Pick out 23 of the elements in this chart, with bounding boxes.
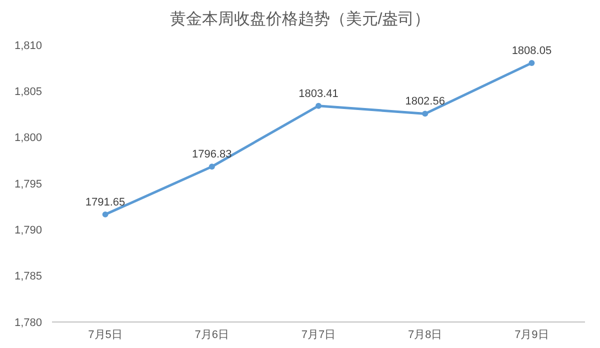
x-tick-label: 7月8日: [408, 329, 442, 341]
x-tick-label: 7月6日: [194, 329, 230, 341]
y-tick-label: 1,790: [14, 224, 42, 237]
y-tick-label: 1,785: [14, 270, 42, 283]
chart-title: 黄金本周收盘价格趋势（美元/盎司）: [170, 10, 430, 28]
point: [422, 110, 428, 117]
y-tick-label: 1,780: [14, 316, 42, 329]
y-tick-label: 1,800: [14, 132, 42, 144]
x-tick-label: 7月9日: [514, 329, 549, 341]
data-label: 1791.65: [85, 196, 126, 208]
x-tick-label: 7月5日: [88, 329, 122, 341]
point: [316, 102, 322, 109]
data-label: 1796.83: [192, 148, 232, 161]
y-tick-label: 1,810: [14, 40, 42, 52]
x-tick-label: 7月7日: [301, 329, 336, 341]
data-label: 1802.56: [405, 96, 445, 108]
data-label: 1808.05: [512, 45, 552, 58]
point: [102, 211, 108, 218]
data-label: 1803.41: [298, 88, 338, 100]
point: [528, 60, 535, 66]
y-tick-label: 1,805: [14, 86, 42, 98]
point: [208, 164, 215, 170]
y-tick-label: 1,795: [14, 178, 42, 190]
